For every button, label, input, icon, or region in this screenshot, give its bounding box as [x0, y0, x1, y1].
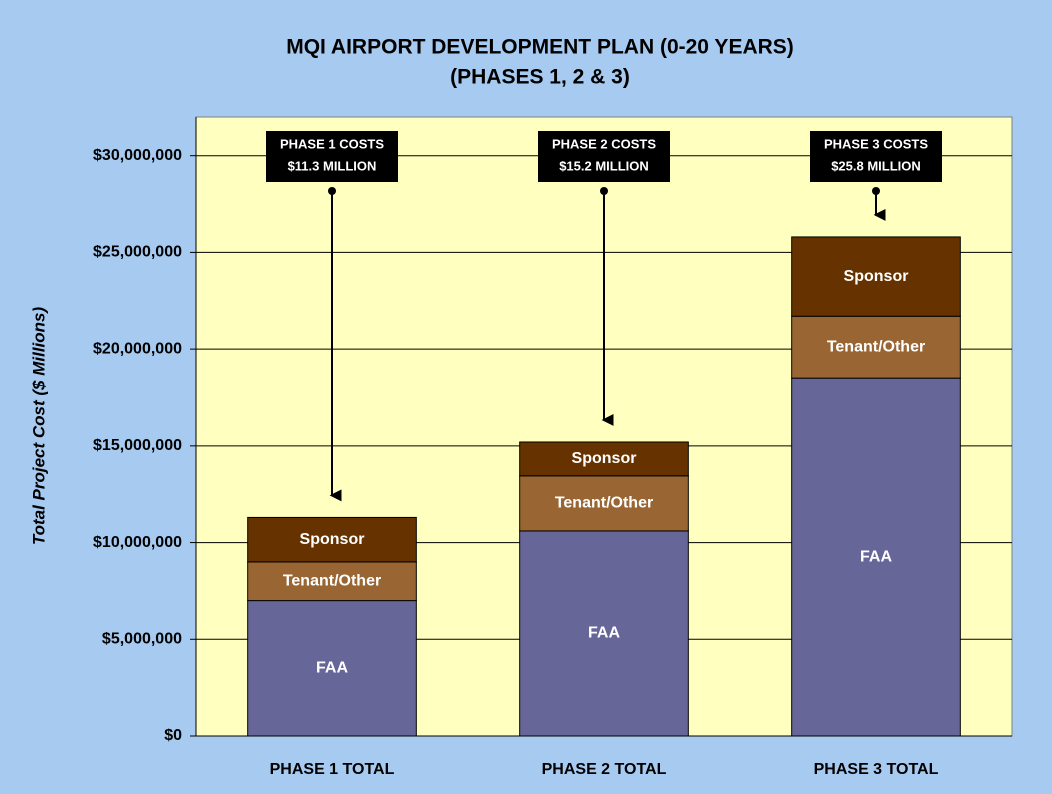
y-tick-label: $25,000,000 [93, 244, 182, 261]
annotation-text: $15.2 MILLION [559, 158, 649, 173]
chart-subtitle: (PHASES 1, 2 & 3) [450, 66, 630, 89]
bar-segment [519, 441, 689, 477]
segment-label: Sponsor [300, 531, 365, 548]
segment-label: Tenant/Other [827, 338, 925, 355]
chart-title: MQI AIRPORT DEVELOPMENT PLAN (0-20 YEARS… [286, 36, 794, 59]
y-tick-label: $20,000,000 [93, 340, 182, 357]
annotation-text: $25.8 MILLION [831, 158, 921, 173]
annotation-text: $11.3 MILLION [288, 158, 377, 173]
segment-label: FAA [316, 660, 348, 677]
y-tick-label: $5,000,000 [102, 631, 182, 648]
segment-label: FAA [588, 625, 620, 642]
x-tick-label: PHASE 2 TOTAL [542, 761, 667, 778]
y-tick-label: $10,000,000 [93, 534, 182, 551]
bar-segment [247, 516, 417, 563]
x-tick-label: PHASE 1 TOTAL [270, 761, 395, 778]
annotation-text: PHASE 3 COSTS [824, 136, 928, 151]
bar-segment [791, 377, 961, 737]
annotation-text: PHASE 1 COSTS [280, 136, 384, 151]
annotation-text: PHASE 2 COSTS [552, 136, 656, 151]
segment-label: FAA [860, 548, 892, 565]
x-tick-label: PHASE 3 TOTAL [814, 761, 939, 778]
y-axis-label: Total Project Cost ($ Millions) [29, 307, 48, 546]
bar-segment [791, 236, 961, 317]
bar-segment [519, 475, 689, 532]
annotation-box [538, 131, 670, 182]
annotation-box [266, 131, 398, 182]
segment-label: Tenant/Other [283, 572, 381, 589]
bar-segment [791, 315, 961, 379]
segment-label: Sponsor [572, 450, 637, 467]
segment-label: Sponsor [844, 268, 909, 285]
annotation-box [810, 131, 942, 182]
segment-label: Tenant/Other [555, 495, 653, 512]
y-tick-label: $15,000,000 [93, 437, 182, 454]
y-tick-label: $0 [164, 727, 182, 744]
y-tick-label: $30,000,000 [93, 147, 182, 164]
